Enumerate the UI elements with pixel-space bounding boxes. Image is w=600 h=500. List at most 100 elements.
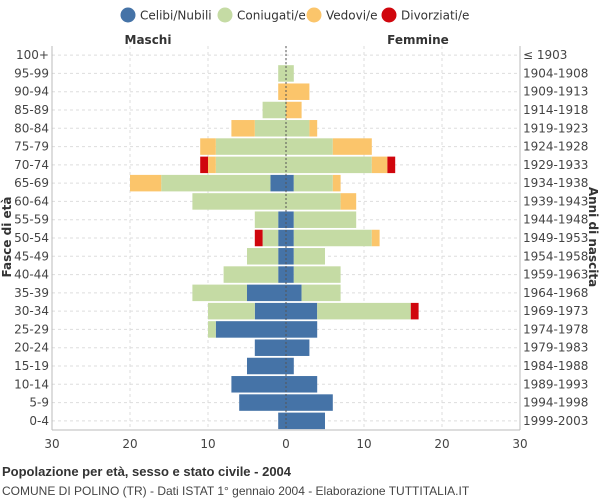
x-tick-label: 30 [44,437,59,451]
bar-male-vedovi [278,83,286,100]
birth-year-label: 1909-1913 [523,85,588,99]
bar-female-celibi [286,229,294,247]
bar-female-celibi [286,339,310,356]
bar-female-vedovi [371,229,380,247]
legend-label-vedovi: Vedovi/e [326,9,377,23]
age-group-label: 85-89 [14,103,49,117]
birth-year-label: 1934-1938 [523,176,588,190]
legend-marker-vedovi [306,7,322,23]
bar-female-celibi [286,174,294,192]
bar-female-coniugati [286,156,372,174]
bar-female-celibi [286,376,318,393]
bar-male-celibi [278,412,286,430]
bar-female-celibi [286,412,325,430]
bar-female-vedovi [309,120,318,137]
bar-female-vedovi [286,101,302,119]
bar-female-vedovi [332,174,341,192]
birth-year-label: 1989-1993 [523,377,588,391]
birth-year-label: 1954-1958 [523,249,588,263]
bar-female-coniugati [301,284,341,302]
bars [130,65,419,430]
bar-female-celibi [286,302,318,320]
females-header: Femmine [387,33,449,47]
bar-female-coniugati [286,65,294,82]
age-group-label: 50-54 [14,231,49,245]
bar-female-celibi [286,357,294,375]
birth-year-label: 1969-1973 [523,304,588,318]
bar-male-coniugati [208,321,216,338]
bar-female-coniugati [293,248,325,265]
chart-title: Popolazione per età, sesso e stato civil… [2,464,292,479]
bar-male-celibi [247,357,286,375]
bar-male-celibi [247,284,286,302]
bar-male-celibi [231,376,286,393]
age-group-label: 35-39 [14,286,49,300]
bar-female-celibi [286,266,294,283]
bar-female-coniugati [293,174,333,192]
bar-male-celibi [278,211,286,228]
bar-male-coniugati [247,248,279,265]
legend-label-coniugati: Coniugati/e [237,9,306,23]
legend-marker-celibi [120,7,136,23]
bar-male-coniugati [278,65,286,82]
age-group-label: 95-99 [14,66,49,80]
bar-male-coniugati [262,101,286,119]
legend: Celibi/Nubili Coniugati/e Vedovi/e Divorzia… [120,7,469,23]
age-group-label: 5-9 [29,396,49,410]
age-group-label: 20-24 [14,341,49,355]
bar-male-celibi [215,321,286,338]
bar-female-coniugati [317,302,411,320]
bar-female-vedovi [332,138,372,155]
birth-year-label: 1994-1998 [523,396,588,410]
axes: 30 20 10 0 10 20 30 100+ ≤ 1903 95-99 1904-1908 90-… [14,46,588,451]
bar-male-celibi [254,302,286,320]
bar-female-vedovi [371,156,388,174]
chart-subtitle: COMUNE DI POLINO (TR) - Dati ISTAT 1° ge… [2,484,470,498]
birth-year-label: 1979-1983 [523,341,588,355]
bar-male-celibi [278,248,286,265]
age-group-label: 30-34 [14,304,49,318]
bar-female-celibi [286,321,318,338]
bar-male-coniugati [223,266,279,283]
bar-female-vedovi [340,193,357,210]
bar-male-vedovi [208,156,216,174]
bar-male-coniugati [161,174,271,192]
age-group-label: 80-84 [14,121,49,135]
bar-male-vedovi [200,138,216,155]
age-group-label: 90-94 [14,85,49,99]
bar-male-celibi [239,394,286,411]
bar-male-celibi [254,339,286,356]
bar-female-celibi [286,211,294,228]
birth-year-label: 1914-1918 [523,103,588,117]
age-group-label: 65-69 [14,176,49,190]
bar-female-coniugati [293,229,372,247]
age-group-label: 40-44 [14,268,49,282]
age-group-label: 10-14 [14,377,49,391]
x-tick-label: 30 [512,437,527,451]
population-pyramid-chart: Celibi/Nubili Coniugati/e Vedovi/e Divorzia… [0,7,600,451]
age-group-label: 45-49 [14,249,49,263]
bar-male-coniugati [208,302,255,320]
bar-male-celibi [278,266,286,283]
x-tick-label: 20 [122,437,137,451]
age-group-label: 100+ [16,48,49,62]
age-group-label: 0-4 [29,414,49,428]
bar-female-coniugati [293,266,341,283]
birth-year-label: 1904-1908 [523,66,588,80]
birth-year-label: 1929-1933 [523,158,588,172]
bar-male-coniugati [215,156,286,174]
bar-male-celibi [278,229,286,247]
bar-female-celibi [286,248,294,265]
legend-marker-coniugati [217,7,233,23]
x-tick-label: 20 [434,437,449,451]
bar-male-divorziati [254,229,263,247]
age-group-label: 70-74 [14,158,49,172]
bar-female-celibi [286,284,302,302]
males-header: Maschi [125,33,172,47]
birth-year-label: 1924-1928 [523,140,588,154]
bar-female-coniugati [293,211,357,228]
age-group-label: 15-19 [14,359,49,373]
birth-year-label: 1959-1963 [523,268,588,282]
bar-male-celibi [270,174,286,192]
age-group-label: 75-79 [14,140,49,154]
